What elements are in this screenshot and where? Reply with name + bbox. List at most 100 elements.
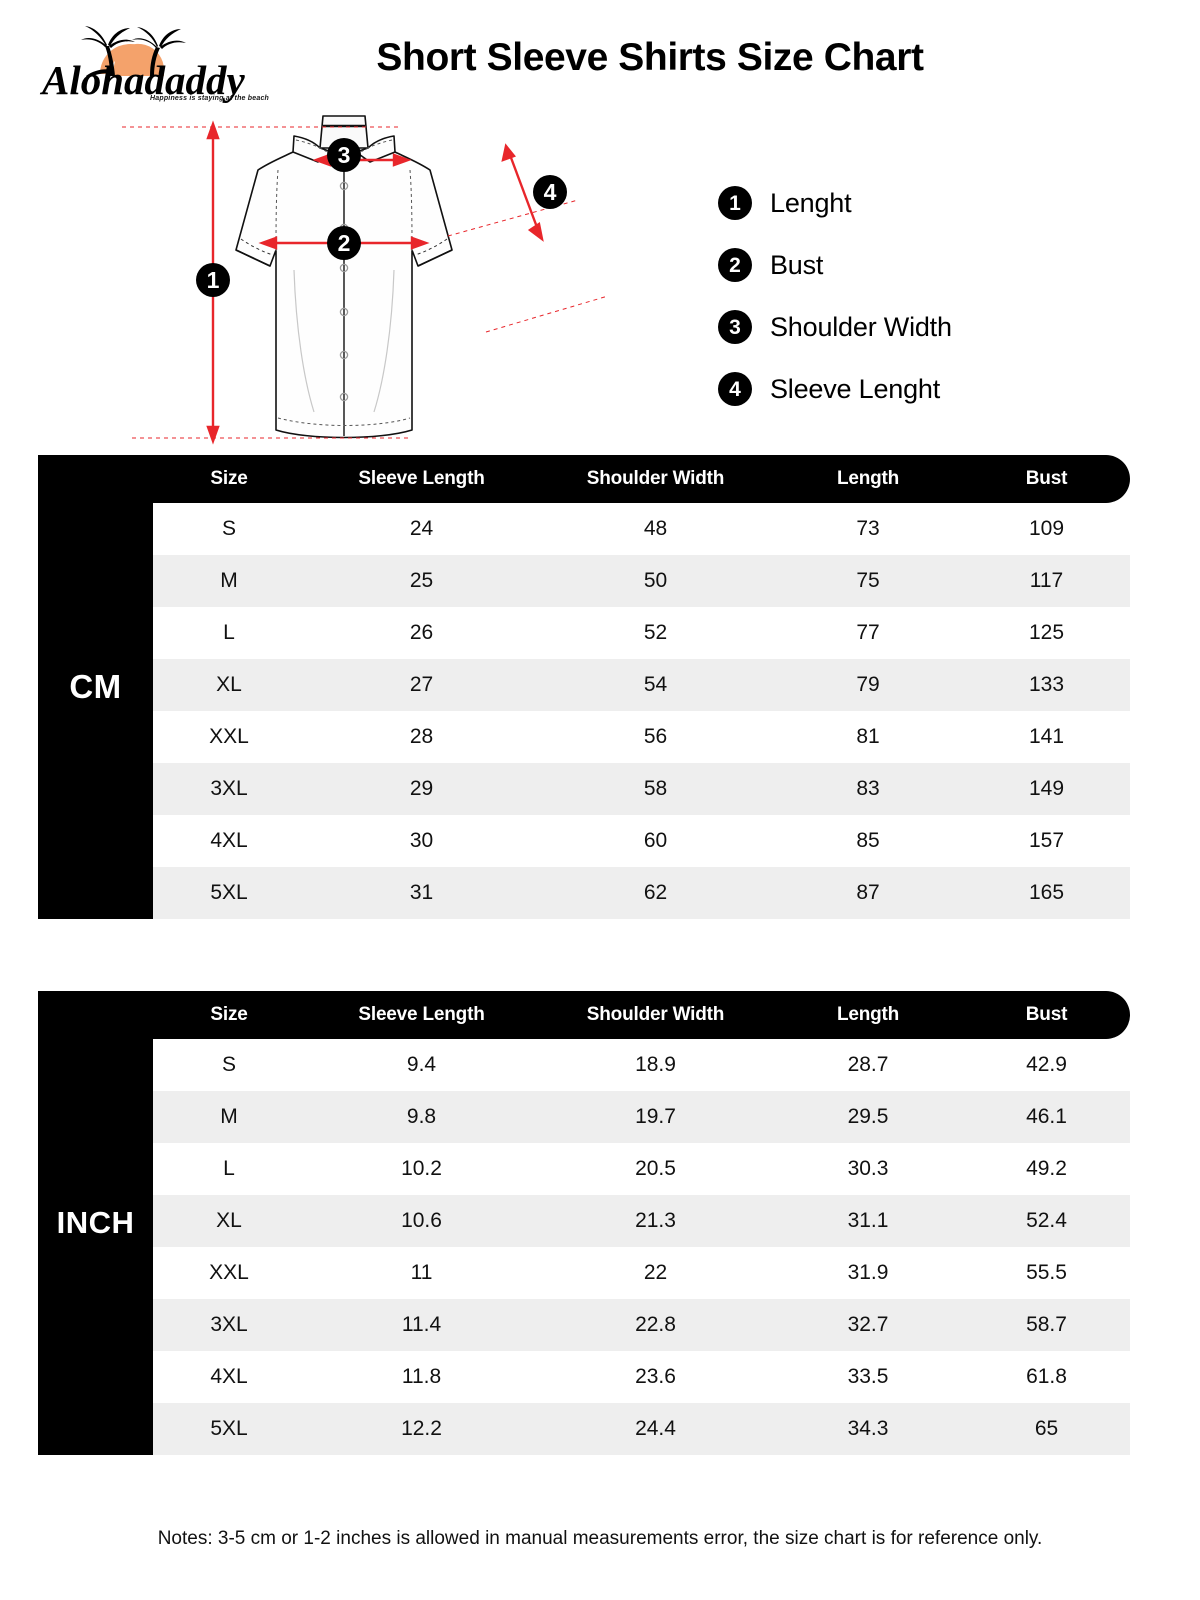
column-header-bust: Bust: [963, 455, 1130, 503]
legend-label-1: Lenght: [770, 187, 852, 218]
cell-size: XXL: [153, 711, 305, 763]
cell-length: 34.3: [773, 1403, 963, 1455]
cell-bust: 46.1: [963, 1091, 1130, 1143]
cell-shoulder: 58: [538, 763, 773, 815]
legend-label-3: Shoulder Width: [770, 311, 952, 342]
legend-item-bust: 2 Bust: [718, 234, 1158, 296]
cell-shoulder: 19.7: [538, 1091, 773, 1143]
cell-size: M: [153, 555, 305, 607]
cell-bust: 117: [963, 555, 1130, 607]
column-header-length: Length: [773, 991, 963, 1039]
cell-sleeve: 11.4: [305, 1299, 538, 1351]
cell-shoulder: 24.4: [538, 1403, 773, 1455]
cell-bust: 55.5: [963, 1247, 1130, 1299]
cell-bust: 42.9: [963, 1039, 1130, 1091]
cell-sleeve: 11.8: [305, 1351, 538, 1403]
unit-label-cm: CM: [38, 455, 153, 919]
cell-length: 79: [773, 659, 963, 711]
cell-bust: 61.8: [963, 1351, 1130, 1403]
cell-length: 77: [773, 607, 963, 659]
cell-length: 87: [773, 867, 963, 919]
cell-size: XXL: [153, 1247, 305, 1299]
cell-size: 5XL: [153, 867, 305, 919]
cell-length: 28.7: [773, 1039, 963, 1091]
cell-bust: 165: [963, 867, 1130, 919]
page-header: Alohadaddy Happiness is staying at the b…: [0, 0, 1200, 110]
table-row: S 24 48 73 109: [153, 503, 1130, 555]
cell-shoulder: 52: [538, 607, 773, 659]
cell-length: 33.5: [773, 1351, 963, 1403]
cell-size: L: [153, 607, 305, 659]
legend-badge-2: 2: [718, 248, 752, 282]
cell-length: 30.3: [773, 1143, 963, 1195]
cell-bust: 58.7: [963, 1299, 1130, 1351]
legend-item-length: 1 Lenght: [718, 172, 1158, 234]
brand-wordmark: Alohadaddy: [39, 57, 246, 103]
cell-size: M: [153, 1091, 305, 1143]
size-table-inch: INCH Size Sleeve Length Shoulder Width L…: [38, 991, 1130, 1455]
palm-trees-sun-icon: Alohadaddy: [39, 26, 246, 103]
table-row: XXL 28 56 81 141: [153, 711, 1130, 763]
brand-tagline: Happiness is staying at the beach: [150, 95, 270, 102]
cell-sleeve: 28: [305, 711, 538, 763]
legend-badge-1: 1: [718, 186, 752, 220]
cell-sleeve: 11: [305, 1247, 538, 1299]
table-header-row: Size Sleeve Length Shoulder Width Length…: [153, 455, 1130, 503]
size-table-cm: CM Size Sleeve Length Shoulder Width Len…: [38, 455, 1130, 919]
measurement-legend: 1 Lenght 2 Bust 3 Shoulder Width 4 Sleev…: [718, 172, 1158, 420]
column-header-sleeve-length: Sleeve Length: [305, 455, 538, 503]
table-row: XL 10.6 21.3 31.1 52.4: [153, 1195, 1130, 1247]
cell-length: 81: [773, 711, 963, 763]
svg-text:3: 3: [338, 142, 351, 168]
measurement-disclaimer: Notes: 3-5 cm or 1-2 inches is allowed i…: [157, 1528, 1043, 1549]
cell-sleeve: 31: [305, 867, 538, 919]
legend-label-4: Sleeve Lenght: [770, 373, 941, 404]
cell-size: 3XL: [153, 1299, 305, 1351]
legend-item-shoulder-width: 3 Shoulder Width: [718, 296, 1158, 358]
cell-shoulder: 22: [538, 1247, 773, 1299]
cell-bust: 109: [963, 503, 1130, 555]
column-header-shoulder-width: Shoulder Width: [538, 991, 773, 1039]
inch-measurements-table: Size Sleeve Length Shoulder Width Length…: [153, 991, 1130, 1455]
brand-logo: Alohadaddy Happiness is staying at the b…: [38, 14, 278, 106]
cell-sleeve: 9.4: [305, 1039, 538, 1091]
cell-shoulder: 50: [538, 555, 773, 607]
cell-sleeve: 12.2: [305, 1403, 538, 1455]
cm-measurements-table: Size Sleeve Length Shoulder Width Length…: [153, 455, 1130, 919]
column-header-size: Size: [153, 455, 305, 503]
cell-bust: 141: [963, 711, 1130, 763]
cell-length: 31.9: [773, 1247, 963, 1299]
cell-length: 31.1: [773, 1195, 963, 1247]
cell-size: 4XL: [153, 1351, 305, 1403]
cell-length: 73: [773, 503, 963, 555]
cell-shoulder: 22.8: [538, 1299, 773, 1351]
page-title: Short Sleeve Shirts Size Chart: [376, 36, 924, 79]
cell-shoulder: 60: [538, 815, 773, 867]
cell-shoulder: 21.3: [538, 1195, 773, 1247]
svg-text:1: 1: [207, 267, 220, 293]
table-row: 3XL 29 58 83 149: [153, 763, 1130, 815]
table-row: 4XL 11.8 23.6 33.5 61.8: [153, 1351, 1130, 1403]
svg-text:2: 2: [338, 230, 351, 256]
table-row: S 9.4 18.9 28.7 42.9: [153, 1039, 1130, 1091]
cell-shoulder: 56: [538, 711, 773, 763]
cell-shoulder: 20.5: [538, 1143, 773, 1195]
cell-bust: 52.4: [963, 1195, 1130, 1247]
column-header-sleeve-length: Sleeve Length: [305, 991, 538, 1039]
cell-size: 4XL: [153, 815, 305, 867]
cell-sleeve: 10.6: [305, 1195, 538, 1247]
cell-shoulder: 62: [538, 867, 773, 919]
diagram-marker-4: 4: [533, 175, 567, 209]
unit-label-inch: INCH: [38, 991, 153, 1455]
cell-bust: 49.2: [963, 1143, 1130, 1195]
table-row: 3XL 11.4 22.8 32.7 58.7: [153, 1299, 1130, 1351]
cell-length: 32.7: [773, 1299, 963, 1351]
cell-sleeve: 24: [305, 503, 538, 555]
table-row: 5XL 31 62 87 165: [153, 867, 1130, 919]
cell-length: 85: [773, 815, 963, 867]
cell-size: S: [153, 1039, 305, 1091]
column-header-length: Length: [773, 455, 963, 503]
cell-bust: 149: [963, 763, 1130, 815]
cell-bust: 125: [963, 607, 1130, 659]
column-header-shoulder-width: Shoulder Width: [538, 455, 773, 503]
